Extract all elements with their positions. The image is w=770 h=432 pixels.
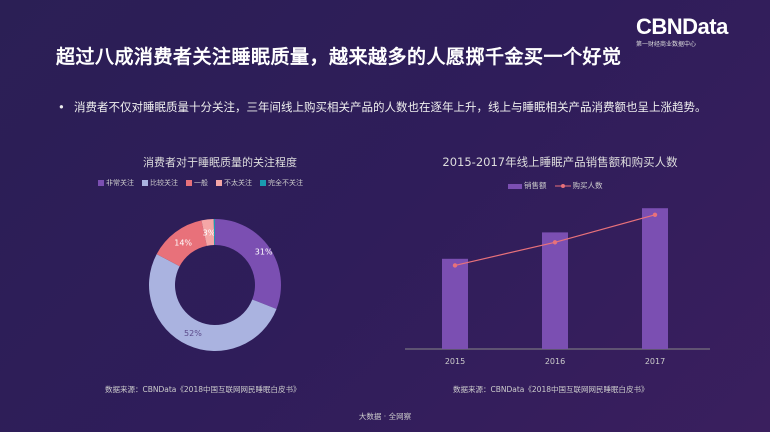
donut-slice (215, 219, 281, 309)
legend-label: 购买人数 (572, 181, 603, 190)
bar-legend: 销售额 购买人数 (508, 180, 603, 191)
line-point (452, 263, 458, 268)
legend-label: 一般 (194, 179, 208, 187)
x-tick-label: 2016 (545, 357, 565, 366)
donut-data-label: 14% (174, 239, 192, 248)
bar-chart-title: 2015-2017年线上睡眠产品销售额和购买人数 (442, 155, 678, 169)
line-point (552, 240, 558, 245)
legend-label: 比较关注 (150, 179, 178, 187)
donut-slice (213, 219, 215, 246)
legend-label: 完全不关注 (268, 179, 303, 187)
logo-subtitle: 第一财经商业数据中心 (636, 41, 697, 48)
legend-label: 不太关注 (224, 179, 252, 187)
legend-swatch-icon (186, 180, 192, 186)
bar-source: 数据来源：CBNData《2018中国互联网网民睡眠白皮书》 (453, 385, 649, 394)
legend-item: 完全不关注 (260, 178, 303, 188)
bar (542, 232, 568, 349)
legend-swatch-icon (216, 180, 222, 186)
bar-swatch-icon (508, 183, 522, 189)
donut-slice (156, 220, 207, 267)
donut-data-label: 3% (203, 228, 216, 237)
page-title: 超过八成消费者关注睡眠质量，越来越多的人愿掷千金买一个好觉 (56, 46, 622, 68)
legend-item: 非常关注 (98, 178, 134, 188)
legend-label: 非常关注 (106, 179, 134, 187)
x-tick-label: 2017 (645, 357, 665, 366)
legend-swatch-icon (98, 180, 104, 186)
bar (442, 258, 468, 349)
bar-line-chart: 2015 2016 2017 (405, 208, 710, 366)
donut-slice (149, 254, 277, 351)
donut-legend: 非常关注 比较关注 一般 不太关注 完全不关注 (98, 178, 303, 188)
donut-chart-title: 消费者对于睡眠质量的关注程度 (143, 156, 297, 169)
bullet-text: 消费者不仅对睡眠质量十分关注，三年间线上购买相关产品的人数也在逐年上升，线上与睡… (74, 100, 707, 114)
logo-name: CBNData (636, 14, 728, 39)
donut-chart: 31% 52% 14% 3% (149, 219, 281, 351)
footer: 大数据 · 全网察 (358, 412, 412, 421)
legend-item-buyers: 购买人数 (554, 180, 603, 191)
legend-item: 一般 (186, 178, 208, 188)
legend-label: 销售额 (524, 181, 547, 190)
bar (642, 208, 668, 349)
bullet-icon: • (58, 100, 65, 114)
line-marker-icon (554, 184, 571, 188)
legend-item: 不太关注 (216, 178, 252, 188)
donut-data-label: 31% (255, 248, 273, 257)
x-tick-label: 2015 (445, 357, 465, 366)
legend-swatch-icon (260, 180, 266, 186)
legend-item-sales: 销售额 (508, 180, 547, 191)
bullet-point: • 消费者不仅对睡眠质量十分关注，三年间线上购买相关产品的人数也在逐年上升，线上… (58, 99, 718, 116)
cbndata-logo: CBNData 第一财经商业数据中心 (636, 14, 728, 49)
legend-item: 比较关注 (142, 178, 178, 188)
donut-data-label: 52% (184, 329, 202, 338)
legend-swatch-icon (142, 180, 148, 186)
donut-slice (201, 219, 215, 246)
line-point (652, 212, 658, 217)
donut-source: 数据来源：CBNData《2018中国互联网网民睡眠白皮书》 (105, 385, 301, 394)
